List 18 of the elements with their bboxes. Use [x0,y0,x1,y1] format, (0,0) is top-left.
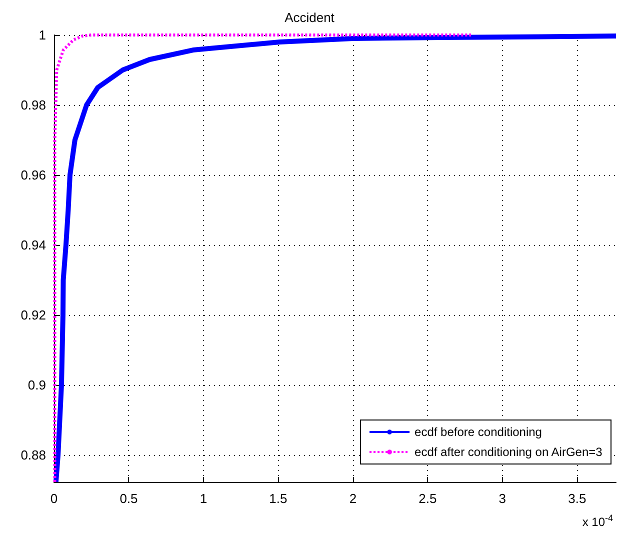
legend-label: ecdf after conditioning on AirGen=3 [414,445,603,459]
y-tick-label: 0.96 [20,168,46,183]
y-tick-label: 0.98 [20,98,46,113]
x-tick-label: 0 [50,491,58,506]
x-tick-label: 2.5 [418,491,437,506]
x-tick-label: 1.5 [269,491,288,506]
y-tick-label: 0.94 [20,238,46,253]
x-tick-label: 3.5 [568,491,586,506]
x-tick-label: 3 [498,491,506,506]
y-tick-label: 0.9 [28,378,46,393]
y-tick-label: 0.92 [20,308,46,323]
chart-title: Accident [284,10,335,25]
legend-label: ecdf before conditioning [414,425,542,439]
x-tick-label: 0.5 [120,491,138,506]
y-tick-label: 0.88 [20,448,46,463]
x-tick-label: 1 [200,491,208,506]
x-tick-label: 2 [349,491,357,506]
y-tick-label: 1 [38,28,46,42]
